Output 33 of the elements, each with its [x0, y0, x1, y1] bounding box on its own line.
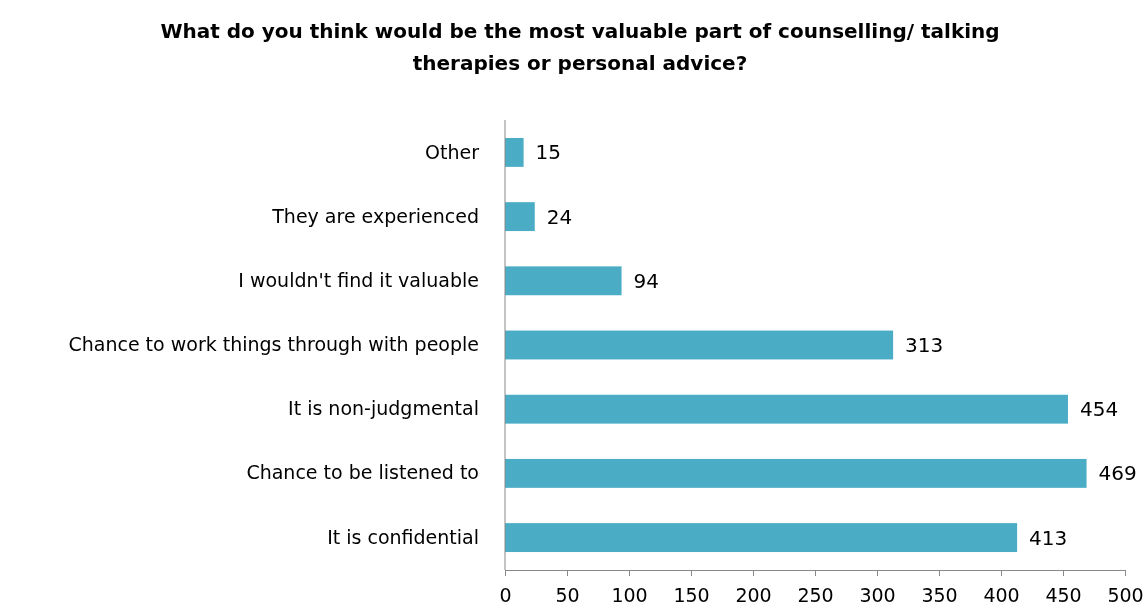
y-tick-label: They are experienced [271, 204, 479, 227]
x-tick-label: 500 [1107, 583, 1144, 606]
x-tick-label: 0 [499, 583, 512, 606]
data-label: 413 [1029, 525, 1068, 550]
chart-title: What do you think would be the most valuable part of counselling/ talking therapies or personal advice? [160, 19, 1000, 75]
data-label: 313 [905, 333, 944, 357]
bar [505, 458, 1087, 488]
y-tick-label: I wouldn't find it valuable [238, 268, 479, 291]
data-label: 469 [1098, 461, 1137, 486]
bar [505, 137, 524, 167]
bar [505, 266, 622, 296]
bar [505, 330, 894, 360]
data-label: 24 [546, 204, 573, 229]
x-tick-label: 450 [1045, 583, 1082, 606]
x-tick-label: 250 [797, 583, 834, 606]
y-tick-label: It is confidential [327, 525, 479, 548]
x-tick-label: 300 [859, 583, 896, 606]
x-tick-label: 350 [921, 583, 958, 606]
x-tick-label: 100 [611, 583, 648, 606]
data-label: 454 [1079, 397, 1119, 422]
y-tick-label: It is non-judgmental [288, 397, 479, 420]
y-tick-label: Other [425, 140, 480, 163]
bar [505, 394, 1068, 424]
x-tick-label: 200 [735, 583, 772, 606]
bar [505, 523, 1018, 553]
data-label: 94 [633, 268, 660, 293]
bar [505, 202, 535, 232]
data-label: 15 [535, 140, 562, 165]
x-tick-label: 150 [673, 583, 710, 606]
y-tick-label: Chance to be listened to [246, 461, 479, 484]
x-tick-label: 50 [555, 583, 580, 606]
x-tick-label: 400 [983, 583, 1020, 606]
y-tick-label: Chance to work things through with people [68, 333, 479, 356]
